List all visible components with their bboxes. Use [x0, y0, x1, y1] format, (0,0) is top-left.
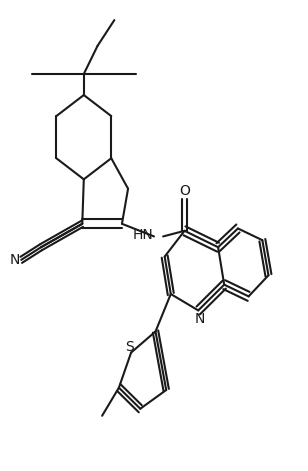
Text: HN: HN: [133, 228, 154, 242]
Text: N: N: [9, 253, 20, 267]
Text: S: S: [125, 340, 134, 354]
Text: N: N: [195, 312, 205, 326]
Text: O: O: [179, 184, 190, 197]
